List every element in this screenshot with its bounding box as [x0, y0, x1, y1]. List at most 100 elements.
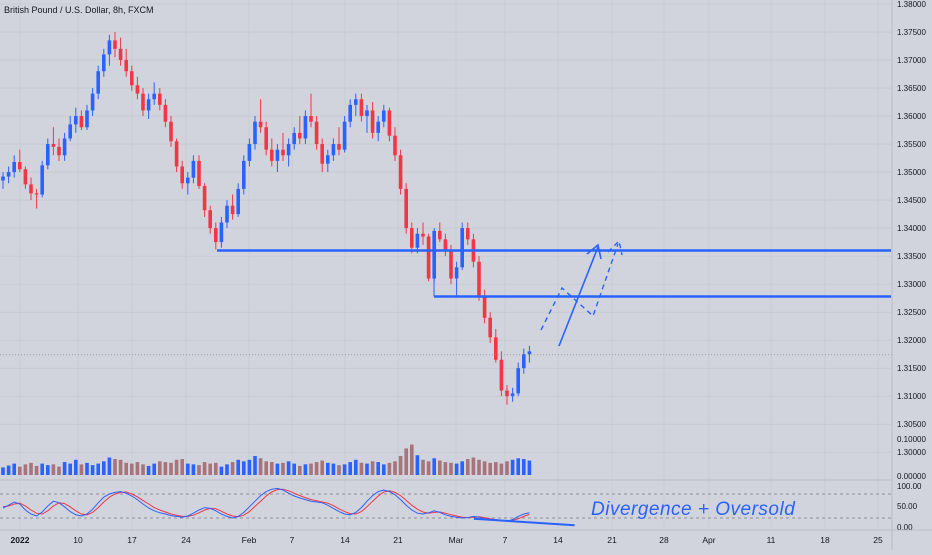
volume-bar	[124, 462, 128, 475]
candle-body[interactable]	[225, 205, 229, 223]
candle-body[interactable]	[505, 390, 509, 397]
candle-body[interactable]	[74, 116, 78, 125]
projection-arrow-solid[interactable]	[558, 243, 602, 347]
candle-body[interactable]	[152, 93, 156, 100]
candle-body[interactable]	[275, 149, 280, 161]
candle-body[interactable]	[180, 166, 184, 184]
candle-body[interactable]	[326, 155, 330, 164]
candle-body[interactable]	[477, 261, 481, 296]
candle-body[interactable]	[286, 144, 291, 156]
candle-body[interactable]	[298, 132, 302, 139]
candle-body[interactable]	[426, 236, 431, 279]
candle-body[interactable]	[376, 121, 380, 133]
divergence-line[interactable]	[473, 517, 575, 527]
candle-body[interactable]	[107, 40, 112, 55]
candle-body[interactable]	[404, 188, 408, 229]
candle-body[interactable]	[6, 172, 11, 177]
candle-body[interactable]	[57, 146, 61, 156]
candle-body[interactable]	[387, 110, 392, 136]
candle-body[interactable]	[410, 228, 414, 248]
candle-body[interactable]	[415, 233, 420, 248]
candle-body[interactable]	[236, 188, 240, 215]
candle-body[interactable]	[79, 116, 84, 128]
candle-body[interactable]	[163, 104, 168, 122]
candle-body[interactable]	[34, 193, 39, 195]
candle-body[interactable]	[527, 351, 532, 355]
candle-body[interactable]	[337, 144, 341, 150]
candle-body[interactable]	[331, 144, 336, 156]
candle-body[interactable]	[85, 110, 89, 128]
candle-body[interactable]	[382, 110, 386, 122]
candle-body[interactable]	[454, 267, 459, 279]
candle-body[interactable]	[460, 228, 464, 268]
candle-body[interactable]	[51, 144, 56, 147]
candle-body[interactable]	[270, 149, 274, 161]
candle-body[interactable]	[1, 176, 5, 181]
candle-body[interactable]	[124, 60, 128, 72]
candle-body[interactable]	[208, 210, 212, 229]
candle-body[interactable]	[214, 228, 218, 243]
candle-body[interactable]	[354, 99, 358, 105]
candle-body[interactable]	[18, 161, 22, 170]
candle-body[interactable]	[40, 165, 44, 195]
candle-body[interactable]	[141, 93, 145, 111]
candle-body[interactable]	[158, 93, 162, 105]
volume-bar	[197, 465, 201, 475]
candle-body[interactable]	[421, 233, 425, 237]
candle-body[interactable]	[113, 40, 117, 49]
candle-body[interactable]	[186, 177, 190, 184]
candle-body[interactable]	[348, 104, 352, 122]
candle-body[interactable]	[494, 337, 498, 360]
candle-body[interactable]	[12, 161, 16, 173]
candle-body[interactable]	[174, 141, 179, 167]
candle-body[interactable]	[29, 184, 33, 194]
candle-body[interactable]	[169, 121, 173, 142]
candle-body[interactable]	[23, 169, 28, 185]
candle-body[interactable]	[510, 393, 515, 397]
candle-body[interactable]	[488, 317, 492, 338]
candle-body[interactable]	[292, 132, 296, 145]
candle-body[interactable]	[96, 71, 100, 94]
projection-arrow-dashed[interactable]	[540, 239, 623, 331]
candle-body[interactable]	[118, 48, 123, 61]
candle-body[interactable]	[303, 116, 308, 139]
candle-body[interactable]	[90, 93, 95, 111]
candle-body[interactable]	[247, 144, 252, 161]
candle-body[interactable]	[62, 138, 67, 156]
candle-body[interactable]	[197, 160, 201, 187]
candle-body[interactable]	[258, 121, 263, 128]
candle-body[interactable]	[253, 121, 257, 145]
candle-body[interactable]	[219, 222, 224, 243]
candle-body[interactable]	[342, 121, 347, 150]
candle-body[interactable]	[68, 124, 72, 139]
candle-body[interactable]	[370, 110, 375, 133]
candle-body[interactable]	[365, 110, 369, 117]
candle-body[interactable]	[499, 359, 504, 391]
candle-body[interactable]	[191, 160, 196, 178]
candle-body[interactable]	[438, 230, 442, 240]
candle-body[interactable]	[522, 354, 526, 369]
candle-body[interactable]	[314, 121, 319, 145]
candle-body[interactable]	[449, 250, 453, 279]
candle-body[interactable]	[393, 135, 397, 156]
candle-body[interactable]	[281, 149, 285, 156]
y-tick-label: 1.35000	[897, 168, 926, 177]
candle-body[interactable]	[130, 71, 134, 86]
candle-body[interactable]	[309, 116, 313, 122]
candle-body[interactable]	[135, 85, 140, 94]
candle-body[interactable]	[102, 54, 106, 72]
volume-bar	[354, 459, 358, 475]
candle-body[interactable]	[46, 144, 50, 166]
candle-body[interactable]	[482, 295, 487, 318]
candle-body[interactable]	[398, 155, 403, 189]
candle-body[interactable]	[443, 239, 448, 251]
candle-body[interactable]	[516, 368, 520, 394]
candle-body[interactable]	[320, 144, 324, 164]
candle-body[interactable]	[230, 205, 235, 215]
candle-body[interactable]	[359, 99, 364, 117]
candle-body[interactable]	[264, 127, 268, 150]
candle-body[interactable]	[466, 228, 470, 240]
candle-body[interactable]	[202, 186, 207, 211]
candle-body[interactable]	[146, 99, 151, 111]
candle-body[interactable]	[242, 160, 246, 189]
